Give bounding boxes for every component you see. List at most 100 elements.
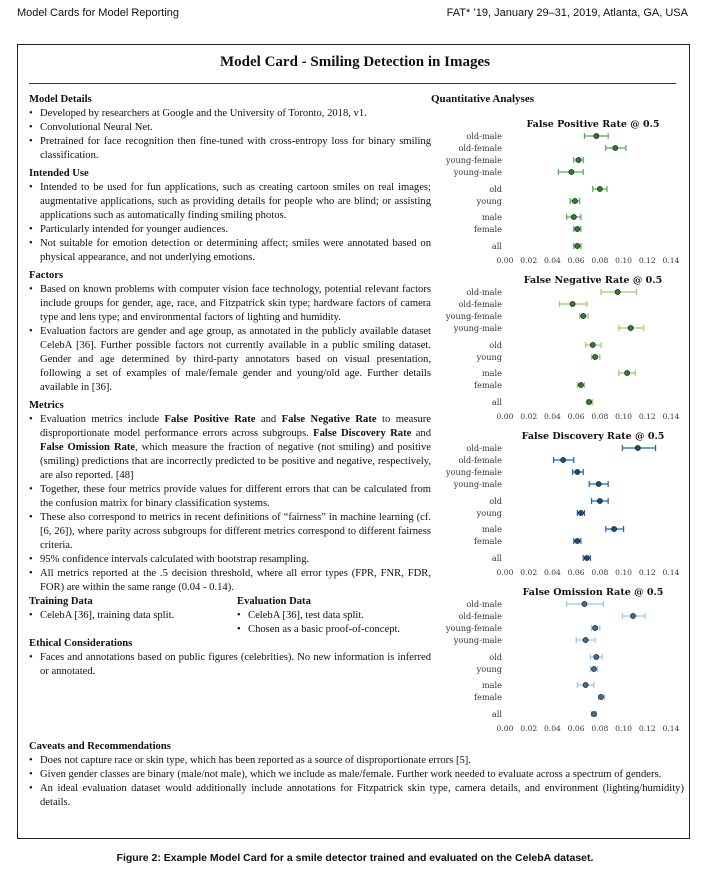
category-label: male bbox=[482, 368, 502, 378]
evaluation-data-heading: Evaluation Data bbox=[237, 596, 311, 607]
x-tick-label: 0.08 bbox=[591, 412, 608, 421]
category-label: old-male bbox=[466, 131, 502, 141]
category-label: female bbox=[474, 224, 502, 234]
data-point bbox=[582, 682, 589, 688]
chart-title: False Negative Rate @ 0.5 bbox=[524, 275, 662, 286]
list-item: Developed by researchers at Google and t… bbox=[29, 107, 431, 121]
category-label: old-female bbox=[458, 143, 502, 153]
chart-title: False Positive Rate @ 0.5 bbox=[526, 119, 659, 130]
category-label: old-male bbox=[466, 599, 502, 609]
category-label: old-male bbox=[466, 287, 502, 297]
training-data-heading: Training Data bbox=[29, 596, 93, 607]
x-tick-label: 0.14 bbox=[663, 256, 680, 265]
data-point bbox=[568, 169, 575, 175]
category-label: male bbox=[482, 212, 502, 222]
data-point bbox=[596, 186, 603, 192]
category-label: old-female bbox=[458, 299, 502, 309]
category-label: young-female bbox=[445, 623, 502, 633]
x-tick-label: 0.12 bbox=[639, 568, 656, 577]
category-label: young-female bbox=[445, 311, 502, 321]
metrics-list: Evaluation metrics include False Positiv… bbox=[29, 413, 431, 595]
category-label: young-male bbox=[453, 635, 502, 645]
data-point bbox=[591, 711, 597, 717]
x-tick-label: 0.10 bbox=[615, 412, 632, 421]
data-point bbox=[592, 354, 599, 360]
list-item: Evaluation metrics include False Positiv… bbox=[29, 413, 431, 483]
category-label: young bbox=[476, 664, 502, 674]
x-tick-label: 0.06 bbox=[568, 724, 585, 733]
caveats-list: Does not capture race or skin type, whic… bbox=[29, 754, 684, 810]
figure-caption: Figure 2: Example Model Card for a smile… bbox=[116, 852, 594, 864]
data-point bbox=[634, 445, 641, 451]
data-point bbox=[574, 538, 581, 544]
list-item: CelebA [36], test data split. bbox=[237, 609, 427, 623]
model-details-list: Developed by researchers at Google and t… bbox=[29, 107, 431, 163]
list-item: 95% confidence intervals calculated with… bbox=[29, 553, 431, 567]
caveats-section: Caveats and Recommendations Does not cap… bbox=[29, 740, 684, 810]
data-point bbox=[580, 313, 587, 319]
category-label: young bbox=[476, 508, 502, 518]
list-item: Convolutional Neural Net. bbox=[29, 121, 431, 135]
x-tick-label: 0.02 bbox=[520, 256, 537, 265]
data-point bbox=[595, 481, 602, 487]
category-label: young-male bbox=[453, 479, 502, 489]
factors-heading: Factors bbox=[29, 270, 64, 281]
data-point bbox=[596, 498, 603, 504]
list-item: Given gender classes are binary (male/no… bbox=[29, 768, 684, 782]
category-label: young-male bbox=[453, 167, 502, 177]
data-point bbox=[574, 469, 581, 475]
data-point bbox=[593, 654, 600, 660]
category-label: young-female bbox=[445, 155, 502, 165]
list-item: Pretrained for face recognition then fin… bbox=[29, 135, 431, 163]
chart-title: False Discovery Rate @ 0.5 bbox=[522, 431, 665, 442]
x-tick-label: 0.00 bbox=[497, 568, 514, 577]
x-tick-label: 0.04 bbox=[544, 256, 561, 265]
x-tick-label: 0.14 bbox=[663, 412, 680, 421]
data-sections: Training Data CelebA [36], training data… bbox=[29, 595, 431, 637]
x-tick-label: 0.04 bbox=[544, 412, 561, 421]
data-point bbox=[569, 301, 576, 307]
x-tick-label: 0.06 bbox=[568, 412, 585, 421]
category-label: all bbox=[492, 397, 502, 407]
x-tick-label: 0.08 bbox=[591, 568, 608, 577]
category-label: old bbox=[489, 184, 502, 194]
list-item: An ideal evaluation dataset would additi… bbox=[29, 782, 684, 810]
category-label: all bbox=[492, 553, 502, 563]
data-point bbox=[593, 133, 600, 139]
list-item: Faces and annotations based on public fi… bbox=[29, 651, 431, 679]
category-label: female bbox=[474, 692, 502, 702]
x-tick-label: 0.06 bbox=[568, 256, 585, 265]
intended-use-list: Intended to be used for fun applications… bbox=[29, 181, 431, 265]
data-point bbox=[589, 342, 596, 348]
data-point bbox=[614, 289, 621, 295]
category-label: old bbox=[489, 652, 502, 662]
data-point bbox=[612, 145, 619, 151]
error-rate-charts: False Positive Rate @ 0.5 old-male old-fem… bbox=[445, 119, 680, 733]
x-tick-label: 0.10 bbox=[615, 256, 632, 265]
evaluation-data-list: CelebA [36], test data split. Chosen as … bbox=[237, 609, 427, 637]
running-header-title: Model Cards for Model Reporting bbox=[17, 7, 180, 19]
category-label: all bbox=[492, 709, 502, 719]
category-label: old bbox=[489, 340, 502, 350]
data-point bbox=[577, 382, 584, 388]
x-tick-label: 0.12 bbox=[639, 412, 656, 421]
caveats-heading: Caveats and Recommendations bbox=[29, 741, 171, 752]
data-point bbox=[577, 510, 584, 516]
data-point bbox=[583, 555, 590, 561]
data-point bbox=[572, 198, 578, 204]
list-item: These also correspond to metrics in rece… bbox=[29, 511, 431, 553]
x-tick-label: 0.06 bbox=[568, 568, 585, 577]
model-card-frame bbox=[17, 44, 690, 839]
data-point bbox=[591, 666, 597, 672]
quantitative-analyses-heading: Quantitative Analyses bbox=[431, 93, 534, 105]
card-left-column: Model Details Developed by researchers a… bbox=[29, 93, 431, 679]
list-item: Chosen as a basic proof-of-concept. bbox=[237, 623, 427, 637]
category-label: male bbox=[482, 680, 502, 690]
list-item: Together, these four metrics provide val… bbox=[29, 483, 431, 511]
intended-use-heading: Intended Use bbox=[29, 168, 89, 179]
model-details-heading: Model Details bbox=[29, 94, 92, 105]
data-point bbox=[574, 226, 581, 232]
list-item: Particularly intended for younger audien… bbox=[29, 223, 431, 237]
factors-list: Based on known problems with computer vi… bbox=[29, 283, 431, 395]
category-label: female bbox=[474, 536, 502, 546]
